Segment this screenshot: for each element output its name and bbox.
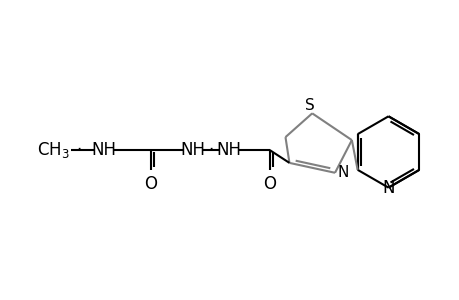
Text: CH$_3$: CH$_3$	[37, 140, 70, 160]
Text: NH: NH	[91, 141, 117, 159]
Text: ·: ·	[208, 141, 213, 159]
Text: NH: NH	[216, 141, 241, 159]
Text: ·: ·	[76, 141, 81, 159]
Text: NH: NH	[180, 141, 205, 159]
Text: N: N	[336, 165, 348, 180]
Text: N: N	[381, 178, 394, 196]
Text: O: O	[144, 175, 157, 193]
Text: O: O	[263, 175, 275, 193]
Text: S: S	[305, 98, 314, 113]
